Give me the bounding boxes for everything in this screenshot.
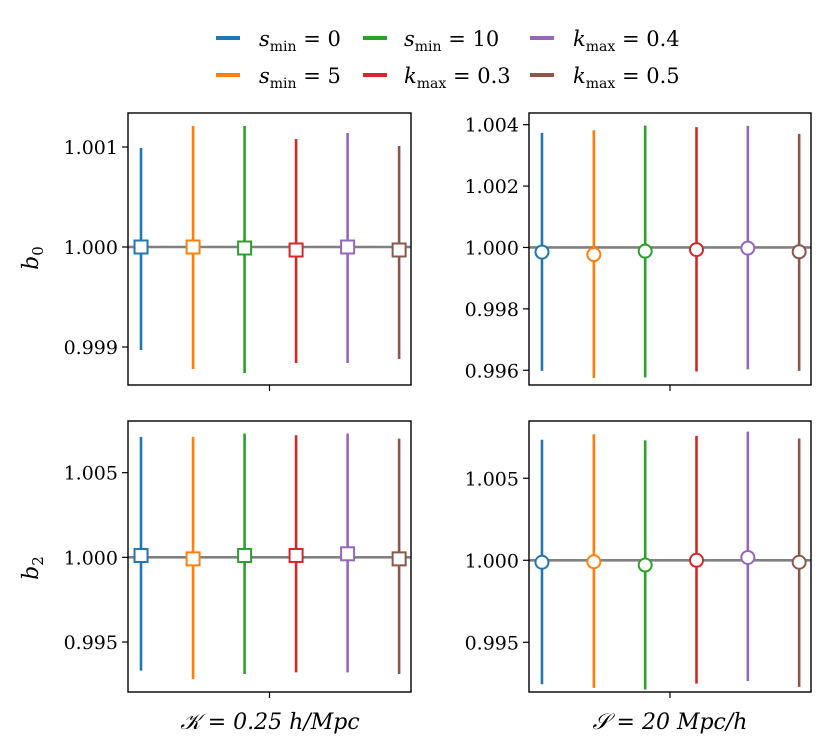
marker-square-1	[133, 239, 149, 255]
marker-circle-5	[740, 240, 756, 256]
marker-circle-6	[791, 244, 807, 260]
ytick-label: 1.000	[64, 237, 118, 259]
marker-square-1	[133, 547, 149, 563]
marker-square-4	[288, 547, 304, 563]
ytick-label: 1.000	[64, 547, 118, 569]
legend-label: kmax = 0.5	[573, 64, 680, 92]
ylabel-b0: b0	[19, 246, 47, 270]
legend-entry-smin-10: smin = 10	[363, 27, 499, 55]
marker-square-6	[391, 242, 407, 258]
xlabel-s: 𝒮 = 20 Mpc/h	[593, 710, 748, 735]
marker-circle-2	[586, 247, 602, 263]
marker-square-3	[237, 547, 253, 563]
marker-circle-1	[534, 244, 550, 260]
marker-circle-4	[689, 552, 705, 568]
ytick-label: 1.005	[64, 463, 118, 485]
ytick-label: 1.000	[465, 550, 519, 572]
marker-square-4	[288, 242, 304, 258]
marker-circle-4	[689, 242, 705, 258]
marker-circle-3	[637, 243, 653, 259]
ytick-label: 0.999	[64, 337, 118, 359]
axes-frame	[528, 112, 812, 386]
ytick-label: 1.002	[465, 176, 519, 198]
marker-square-2	[185, 551, 201, 567]
ytick-label: 0.995	[64, 632, 118, 654]
panel-b2-kappa: 0.995 1.000 1.005	[64, 420, 412, 698]
legend-entry-kmax-0.3: kmax = 0.3	[363, 64, 511, 92]
legend: smin = 0 smin = 5 smin = 10 kmax = 0.3 k…	[216, 27, 680, 92]
marker-circle-6	[791, 554, 807, 570]
ytick-label: 1.004	[465, 115, 519, 137]
marker-circle-2	[586, 554, 602, 570]
ytick-label: 0.995	[465, 632, 519, 654]
ytick-label: 1.001	[64, 137, 118, 159]
legend-entry-kmax-0.4: kmax = 0.4	[530, 27, 680, 55]
marker-circle-5	[740, 549, 756, 565]
ytick-label: 0.996	[465, 360, 519, 382]
panel-b2-s: 0.995 1.000 1.005	[465, 420, 812, 698]
legend-entry-kmax-0.5: kmax = 0.5	[530, 64, 680, 92]
legend-entry-smin-5: smin = 5	[216, 64, 341, 92]
xlabel-kappa: 𝒦 = 0.25 h/Mpc	[180, 710, 359, 735]
axes-frame	[528, 420, 812, 693]
axes-frame	[127, 112, 412, 386]
legend-label: kmax = 0.4	[573, 27, 680, 55]
marker-square-5	[340, 546, 356, 562]
ylabel-b2: b2	[19, 556, 47, 580]
panel-b0-kappa: 0.999 1.000 1.001	[64, 112, 412, 391]
marker-circle-3	[637, 557, 653, 573]
ytick-label: 1.005	[465, 468, 519, 490]
marker-square-2	[185, 239, 201, 255]
marker-square-5	[340, 239, 356, 255]
legend-entry-smin-0: smin = 0	[216, 27, 341, 55]
legend-label: smin = 0	[259, 27, 341, 55]
legend-label: smin = 5	[259, 64, 341, 92]
marker-circle-1	[534, 554, 550, 570]
legend-label: smin = 10	[404, 27, 499, 55]
legend-label: kmax = 0.3	[404, 64, 511, 92]
marker-square-6	[391, 551, 407, 567]
ytick-label: 1.000	[465, 237, 519, 259]
ytick-label: 0.998	[465, 299, 519, 321]
panel-b0-s: 0.996 0.998 1.000 1.002 1.004	[465, 112, 812, 391]
marker-square-3	[237, 240, 253, 256]
